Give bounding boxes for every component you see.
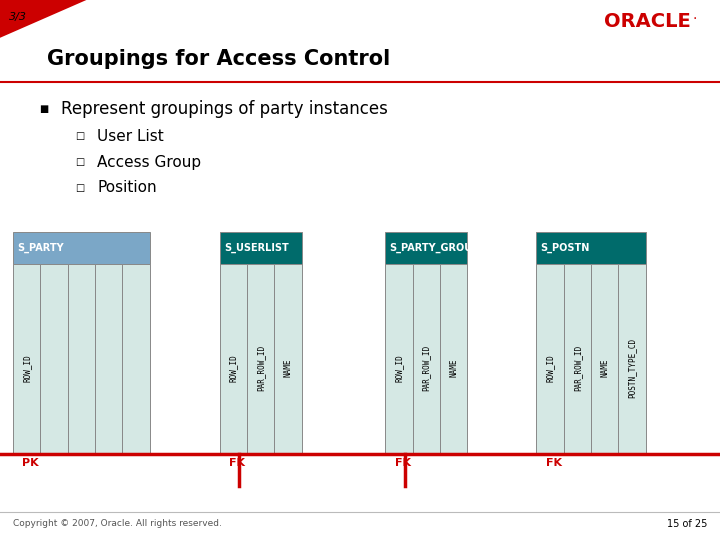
Text: Represent groupings of party instances: Represent groupings of party instances: [61, 100, 388, 118]
Text: S_PARTY_GROUP: S_PARTY_GROUP: [390, 242, 480, 253]
Bar: [385, 264, 413, 454]
Text: PAR_ROW_ID: PAR_ROW_ID: [422, 345, 431, 391]
Text: Copyright © 2007, Oracle. All rights reserved.: Copyright © 2007, Oracle. All rights res…: [13, 519, 222, 528]
Text: NAME: NAME: [284, 359, 292, 377]
Text: Position: Position: [97, 180, 157, 195]
Bar: [440, 264, 467, 454]
Text: 15 of 25: 15 of 25: [667, 519, 707, 529]
Text: Access Group: Access Group: [97, 154, 202, 170]
Text: FK: FK: [229, 458, 245, 468]
Bar: [385, 232, 467, 264]
Text: PK: PK: [22, 458, 38, 468]
Text: POSTN_TYPE_CD: POSTN_TYPE_CD: [628, 338, 636, 398]
Text: PAR_ROW_ID: PAR_ROW_ID: [573, 345, 582, 391]
Bar: [122, 264, 150, 454]
Bar: [40, 264, 68, 454]
Text: NAME: NAME: [449, 359, 458, 377]
Text: PAR_ROW_ID: PAR_ROW_ID: [256, 345, 265, 391]
Bar: [13, 264, 40, 454]
Bar: [220, 232, 302, 264]
Text: ■: ■: [40, 104, 49, 114]
Text: S_PARTY: S_PARTY: [17, 242, 64, 253]
Text: ROW_ID: ROW_ID: [395, 354, 403, 382]
Text: □: □: [76, 131, 85, 141]
Bar: [220, 264, 247, 454]
Text: ROW_ID: ROW_ID: [229, 354, 238, 382]
Bar: [564, 264, 591, 454]
Text: ·: ·: [693, 12, 697, 26]
Text: 3/3: 3/3: [9, 12, 27, 22]
Bar: [536, 264, 564, 454]
Text: ROW_ID: ROW_ID: [22, 354, 31, 382]
Text: □: □: [76, 183, 85, 193]
Text: ORACLE: ORACLE: [605, 12, 691, 31]
Bar: [413, 264, 440, 454]
Text: FK: FK: [546, 458, 562, 468]
Text: S_USERLIST: S_USERLIST: [224, 242, 289, 253]
Text: User List: User List: [97, 129, 164, 144]
Bar: [68, 264, 95, 454]
Bar: [536, 232, 646, 264]
Bar: [13, 232, 150, 264]
Text: □: □: [76, 157, 85, 167]
Bar: [618, 264, 646, 454]
Text: S_POSTN: S_POSTN: [541, 242, 590, 253]
Bar: [95, 264, 122, 454]
Polygon shape: [0, 0, 86, 38]
Text: Groupings for Access Control: Groupings for Access Control: [47, 49, 390, 70]
Bar: [591, 264, 618, 454]
Bar: [274, 264, 302, 454]
Text: ROW_ID: ROW_ID: [546, 354, 554, 382]
Text: NAME: NAME: [600, 359, 609, 377]
Text: FK: FK: [395, 458, 411, 468]
Bar: [247, 264, 274, 454]
